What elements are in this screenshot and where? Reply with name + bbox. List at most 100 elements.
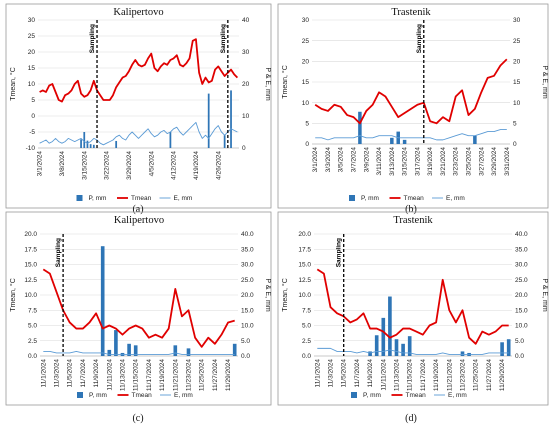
panel-frame: [277, 211, 549, 406]
precip-bar: [114, 330, 118, 356]
evaporation-line: [315, 129, 507, 141]
x-tick-label: 3/21/2024: [440, 147, 447, 176]
legend-swatch: [76, 195, 83, 201]
x-tick-label: 11/15/2024: [407, 359, 414, 391]
y-tick-label: 15.0: [298, 262, 311, 269]
legend-swatch: [77, 392, 83, 398]
evaporation-line: [317, 347, 509, 355]
y2-tick-label: 5: [513, 121, 517, 128]
legend-swatch: [349, 195, 355, 201]
precip-bar: [80, 139, 82, 148]
x-tick-label: 3/3/2024: [325, 147, 332, 173]
y2-tick-label: 5.0: [241, 338, 250, 345]
y-tick-label: 25: [28, 33, 36, 40]
precip-bar: [127, 343, 131, 356]
precip-bar: [92, 144, 95, 148]
x-tick-label: 3/29/2024: [491, 147, 498, 176]
precip-bar: [473, 135, 477, 144]
x-tick-label: 11/15/2024: [133, 359, 140, 391]
x-tick-label: 3/29/2024: [126, 151, 133, 180]
chart-title: Trastenik: [393, 215, 433, 226]
precip-bar: [230, 90, 232, 148]
legend-label: Tmean: [406, 392, 427, 399]
y-tick-label: 15: [302, 79, 310, 86]
legend-label: Tmean: [131, 195, 152, 202]
y2-tick-label: 15.0: [515, 307, 528, 314]
chart-panel-d: 0.0 2.5 5.0 7.5 10.0 12.5 15.0 17.5 20.0 0.0 5.0 10…: [277, 211, 549, 406]
y-tick-label: 10.0: [24, 292, 37, 299]
y-tick-label: 25: [302, 38, 310, 45]
y-tick-label: 5.0: [28, 323, 37, 330]
sampling-label: Sampling: [89, 24, 96, 53]
x-tick-label: 3/15/2024: [81, 151, 88, 180]
y-tick-label: 5.0: [302, 323, 311, 330]
precip-bar: [500, 342, 504, 356]
y-tick-label: 2.5: [28, 338, 37, 345]
y2-tick-label: 20: [513, 59, 521, 66]
x-tick-label: 3/1/2024: [312, 147, 319, 173]
precip-bar: [232, 343, 237, 356]
panel-label: (c): [132, 413, 143, 424]
x-tick-label: 11/25/2024: [473, 359, 480, 391]
y2-tick-label: 0.0: [241, 353, 250, 360]
legend-label: Tmean: [404, 195, 425, 202]
y-tick-label: 0.0: [28, 353, 37, 360]
precip-bar: [207, 93, 210, 148]
y2-tick-label: 0: [242, 145, 246, 152]
y-tick-label: 20: [28, 49, 36, 56]
y-tick-label: 15: [28, 65, 36, 72]
x-tick-label: 11/23/2024: [460, 359, 467, 391]
y2-axis-title: P & E, mm: [264, 67, 271, 100]
y2-tick-label: 20.0: [515, 292, 528, 299]
x-tick-label: 11/29/2024: [225, 359, 232, 391]
y2-tick-label: 35.0: [515, 246, 528, 253]
y-tick-label: -5: [29, 129, 35, 136]
legend-label: E, mm: [174, 392, 193, 399]
precip-bar: [173, 345, 178, 356]
y-tick-label: 20.0: [298, 231, 311, 238]
y-tick-label: 20.0: [24, 231, 37, 238]
x-tick-label: 3/27/2024: [478, 147, 485, 176]
legend-swatch: [351, 392, 357, 398]
precip-bar: [186, 348, 191, 356]
x-tick-label: 3/23/2024: [453, 147, 460, 176]
y-tick-label: 12.5: [298, 277, 311, 284]
tmean-line: [39, 38, 239, 103]
panel-frame: [5, 211, 272, 406]
y-tick-label: 10: [28, 81, 36, 88]
y2-tick-label: 25: [513, 38, 521, 45]
panel-label: (b): [405, 204, 417, 215]
chart-title: Kalipertovo: [113, 7, 163, 18]
precip-bar: [390, 137, 394, 144]
y-tick-label: 0: [305, 141, 309, 148]
precip-bar: [368, 351, 372, 356]
y2-tick-label: 10.0: [515, 323, 528, 330]
y-tick-label: 10.0: [298, 292, 311, 299]
y2-tick-label: 15.0: [241, 307, 254, 314]
y2-tick-label: 40: [242, 17, 250, 24]
precip-bar: [401, 343, 405, 356]
x-tick-label: 3/15/2024: [402, 147, 409, 176]
x-tick-label: 11/23/2024: [186, 359, 193, 391]
y2-tick-label: 20.0: [241, 292, 254, 299]
y2-tick-label: 30.0: [515, 262, 528, 269]
precip-bar: [394, 339, 399, 356]
tmean-line: [42, 268, 235, 348]
y-tick-label: 10: [302, 100, 310, 107]
x-tick-label: 3/11/2024: [376, 147, 383, 176]
y2-tick-label: 0.0: [515, 353, 524, 360]
y2-tick-label: 20: [242, 81, 250, 88]
x-tick-label: 11/1/2024: [40, 359, 47, 388]
x-tick-label: 4/5/2024: [148, 151, 155, 177]
legend-label: Tmean: [132, 392, 153, 399]
y2-axis-title: P & E, mm: [541, 278, 548, 311]
x-tick-label: 3/31/2024: [504, 147, 511, 176]
precip-bar: [83, 132, 86, 148]
y2-tick-label: 10.0: [241, 323, 254, 330]
y2-tick-label: 25.0: [515, 277, 528, 284]
x-tick-label: 11/13/2024: [120, 359, 127, 391]
x-tick-label: 11/5/2024: [67, 359, 74, 388]
y-tick-label: 12.5: [24, 277, 37, 284]
x-tick-label: 11/9/2024: [367, 359, 374, 388]
